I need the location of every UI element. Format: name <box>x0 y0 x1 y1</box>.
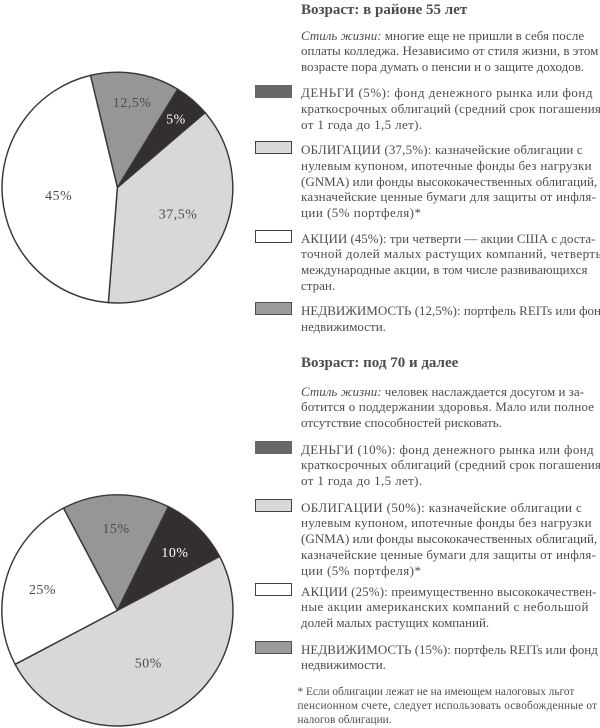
svg-text:37,5%: 37,5% <box>159 208 198 223</box>
svg-text:12,5%: 12,5% <box>113 96 152 111</box>
svg-text:50%: 50% <box>135 657 162 672</box>
svg-text:10%: 10% <box>161 546 188 561</box>
svg-text:25%: 25% <box>29 583 56 598</box>
svg-text:45%: 45% <box>45 189 72 204</box>
svg-text:15%: 15% <box>103 522 130 537</box>
svg-text:5%: 5% <box>166 113 186 128</box>
